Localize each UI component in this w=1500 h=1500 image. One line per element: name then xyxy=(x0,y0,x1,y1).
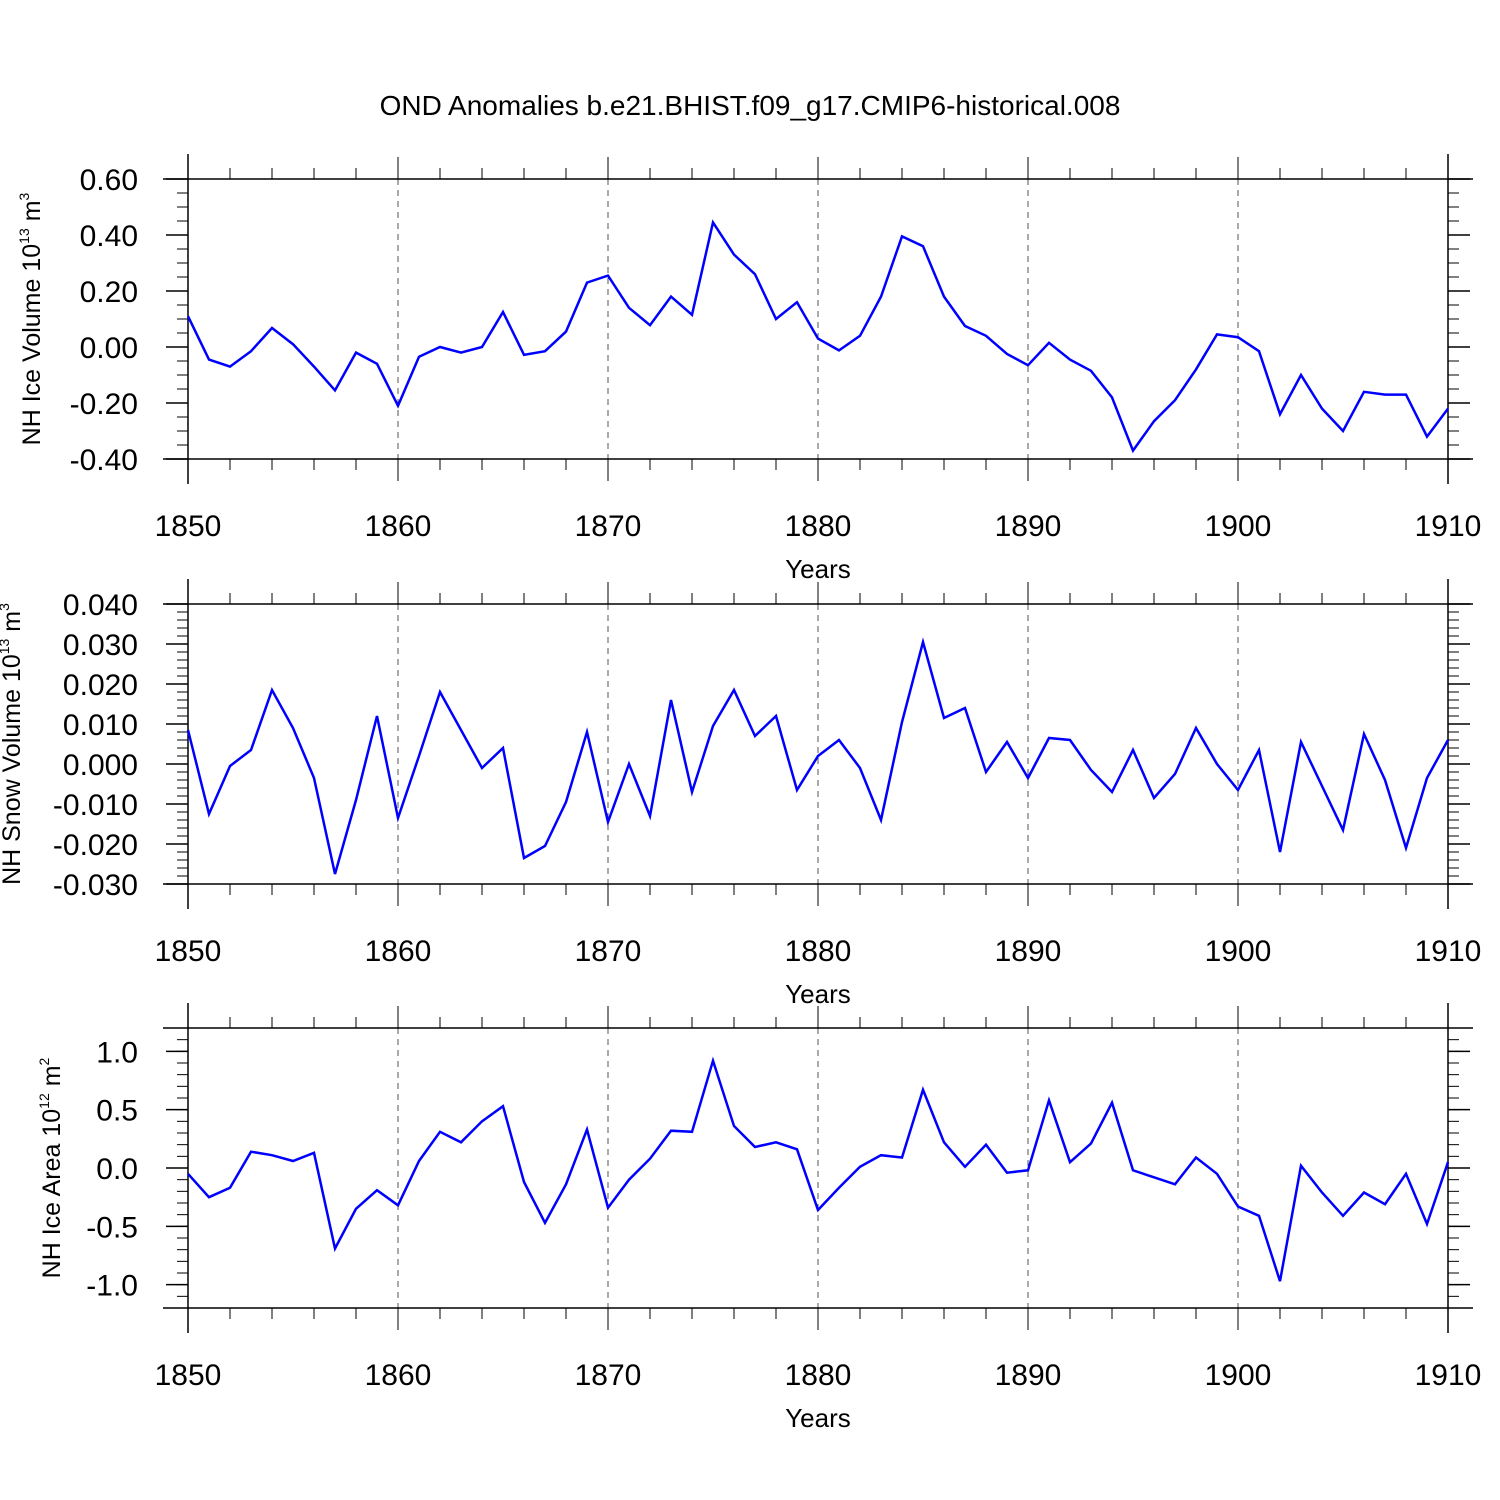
x-tick-label: 1860 xyxy=(365,1359,432,1392)
y-tick-label: 1.0 xyxy=(96,1036,138,1069)
x-tick-label: 1900 xyxy=(1205,510,1272,543)
series-line xyxy=(187,1056,1450,1282)
series-line xyxy=(186,219,1449,454)
y-tick-label: -0.030 xyxy=(53,869,138,902)
series-line xyxy=(186,637,1450,875)
figure-title: OND Anomalies b.e21.BHIST.f09_g17.CMIP6-… xyxy=(380,90,1121,121)
y-tick-label: 0.60 xyxy=(80,164,138,197)
chart-panel-1: -0.40 -0.20 0.00 0.20 0.40 0.60 1850 1860 1870 18… xyxy=(16,154,1481,584)
y-tick-label: 0.040 xyxy=(63,589,138,622)
x-tick-label: 1880 xyxy=(785,935,852,968)
x-tick-label: 1910 xyxy=(1415,1359,1482,1392)
x-tick-label: 1850 xyxy=(155,1359,222,1392)
x-tick-label: 1850 xyxy=(155,935,222,968)
x-tick-label: 1900 xyxy=(1205,935,1272,968)
y-tick-label: -0.20 xyxy=(70,388,138,421)
x-tick-label: 1910 xyxy=(1415,510,1482,543)
y-tick-label: 0.00 xyxy=(80,332,138,365)
x-tick-label: 1860 xyxy=(365,935,432,968)
x-tick-label: 1890 xyxy=(995,1359,1062,1392)
y-tick-label: -0.010 xyxy=(53,789,138,822)
y-tick-label: 0.030 xyxy=(63,629,138,662)
y-axis-label: NH Ice Area 1012 m2 xyxy=(36,1057,66,1278)
chart-panel-3: -1.0 -0.5 0.0 0.5 1.0 1850 1860 1870 1880 1890 190… xyxy=(36,1003,1481,1433)
y-tick-label: -0.020 xyxy=(53,829,138,862)
x-tick-label: 1850 xyxy=(155,510,222,543)
chart-panels: -0.40 -0.20 0.00 0.20 0.40 0.60 1850 1860 1870 18… xyxy=(0,154,1481,1433)
y-tick-label: -1.0 xyxy=(86,1270,138,1303)
x-axis-label: Years xyxy=(785,1403,851,1433)
y-tick-label: 0.20 xyxy=(80,276,138,309)
y-tick-label: 0.40 xyxy=(80,220,138,253)
y-tick-label: -0.40 xyxy=(70,444,138,477)
chart-panel-2: -0.030 -0.020 -0.010 0.000 0.010 0.020 0.030 0.… xyxy=(0,579,1481,1009)
y-tick-label: 0.5 xyxy=(96,1095,138,1128)
x-tick-label: 1870 xyxy=(575,510,642,543)
y-tick-label: -0.5 xyxy=(86,1211,138,1244)
x-tick-label: 1890 xyxy=(995,935,1062,968)
y-tick-label: 0.0 xyxy=(96,1153,138,1186)
y-axis-label: NH Snow Volume 1013 m3 xyxy=(0,603,26,885)
x-tick-label: 1900 xyxy=(1205,1359,1272,1392)
x-tick-label: 1870 xyxy=(575,1359,642,1392)
y-axis-label: NH Ice Volume 1013 m3 xyxy=(16,192,46,445)
x-tick-label: 1860 xyxy=(365,510,432,543)
y-tick-label: 0.010 xyxy=(63,709,138,742)
x-tick-label: 1890 xyxy=(995,510,1062,543)
x-tick-label: 1870 xyxy=(575,935,642,968)
y-tick-label: 0.000 xyxy=(63,749,138,782)
x-axis-label: Years xyxy=(785,979,851,1009)
x-tick-label: 1910 xyxy=(1415,935,1482,968)
y-tick-label: 0.020 xyxy=(63,669,138,702)
x-tick-label: 1880 xyxy=(785,1359,852,1392)
x-axis-label: Years xyxy=(785,554,851,584)
x-tick-label: 1880 xyxy=(785,510,852,543)
